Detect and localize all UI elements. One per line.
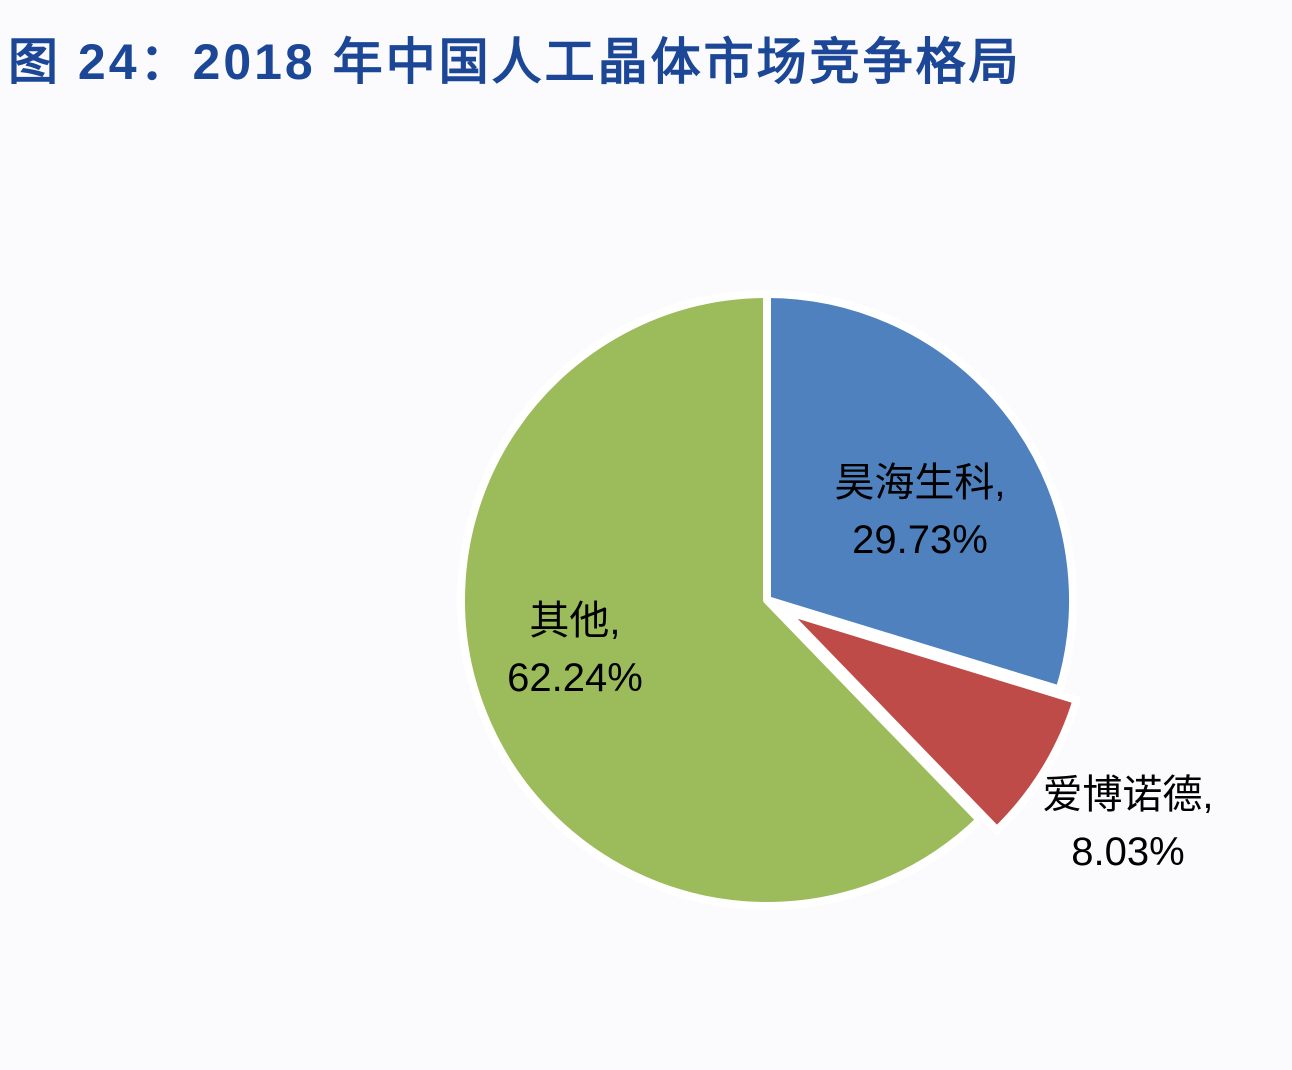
pie-slice-haohai-biotech	[763, 290, 1077, 694]
pie-label-line: 昊海生科,	[834, 461, 1006, 505]
pie-label-line: 爱博诺德,	[1042, 773, 1214, 817]
pie-label-line: 29.73%	[852, 518, 988, 562]
pie-label-line: 8.03%	[1071, 830, 1185, 874]
pie-label-eyebright: 爱博诺德, 8.03%	[1042, 767, 1213, 881]
figure-title: 图 24：2018 年中国人工晶体市场竞争格局	[8, 34, 1022, 90]
pie-label-line: 62.24%	[507, 656, 643, 700]
pie-label-line: 其他,	[529, 599, 621, 643]
pie-label-others: 其他, 62.24%	[507, 593, 643, 707]
pie-slice-eyebright	[780, 606, 1081, 835]
pie-label-haohai-biotech: 昊海生科, 29.73%	[834, 455, 1005, 569]
pie-slice-others	[457, 290, 984, 910]
